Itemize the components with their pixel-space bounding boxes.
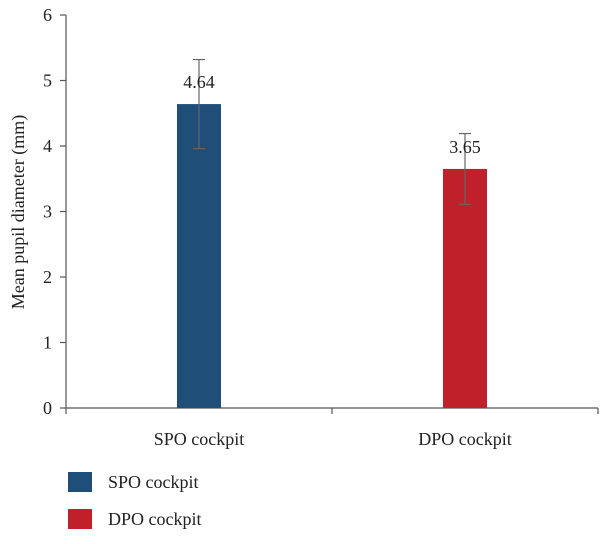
y-tick-label: 1	[43, 333, 52, 353]
data-label: 4.64	[183, 72, 215, 92]
legend-label-dpo: DPO cockpit	[108, 508, 202, 529]
y-tick-label: 3	[43, 202, 52, 222]
bars	[177, 58, 487, 408]
legend-label-spo: SPO cockpit	[108, 471, 199, 492]
legend-swatch-dpo	[68, 509, 92, 529]
legend-item-dpo: DPO cockpit	[68, 507, 202, 531]
x-tick-label: DPO cockpit	[418, 429, 512, 449]
y-tick-label: 0	[43, 398, 52, 418]
data-label: 3.65	[449, 137, 481, 157]
y-tick-label: 2	[43, 267, 52, 287]
x-axis: SPO cockpit DPO cockpit	[65, 407, 599, 449]
y-axis: 0 1 2 3 4 5 6	[43, 5, 67, 418]
data-labels: 4.64 3.65	[183, 72, 481, 157]
legend-swatch-spo	[68, 472, 92, 492]
y-tick-label: 5	[43, 71, 52, 91]
legend: SPO cockpit DPO cockpit	[68, 470, 202, 544]
legend-item-spo: SPO cockpit	[68, 470, 202, 494]
y-axis-label: Mean pupil diameter (mm)	[8, 115, 29, 309]
y-tick-label: 6	[43, 5, 52, 25]
bar	[443, 168, 487, 408]
bar	[177, 104, 221, 408]
x-tick-label: SPO cockpit	[154, 429, 245, 449]
y-tick-label: 4	[43, 136, 52, 156]
